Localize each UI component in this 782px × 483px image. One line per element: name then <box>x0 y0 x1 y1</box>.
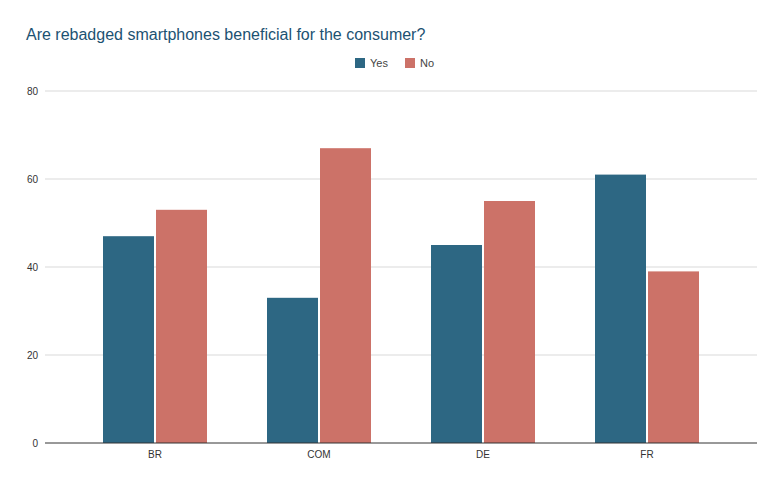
bar <box>431 245 482 443</box>
x-axis-line <box>45 443 757 444</box>
y-tick-label: 20 <box>27 350 39 361</box>
y-tick-label: 80 <box>27 86 39 97</box>
legend: Yes No <box>355 57 434 69</box>
bar <box>156 210 207 443</box>
x-tick-label: COM <box>307 449 330 460</box>
x-tick-label: FR <box>640 449 653 460</box>
legend-swatch <box>405 58 415 68</box>
x-tick-label: DE <box>476 449 490 460</box>
bar <box>595 175 646 443</box>
y-tick-label: 40 <box>27 262 39 273</box>
legend-swatch <box>355 58 365 68</box>
y-tick-label: 60 <box>27 174 39 185</box>
chart-root: Are rebadged smartphones beneficial for … <box>0 0 782 483</box>
bar <box>320 148 371 443</box>
chart-svg: Are rebadged smartphones beneficial for … <box>0 0 782 483</box>
grid-line <box>45 91 757 92</box>
bar <box>648 271 699 443</box>
grid-line <box>45 179 757 180</box>
bar <box>267 298 318 443</box>
x-tick-label: BR <box>148 449 162 460</box>
bar <box>484 201 535 443</box>
y-tick-label: 0 <box>32 438 38 449</box>
legend-label: No <box>420 57 434 69</box>
bars <box>103 148 699 443</box>
legend-label: Yes <box>370 57 388 69</box>
bar <box>103 236 154 443</box>
chart-title: Are rebadged smartphones beneficial for … <box>26 26 425 43</box>
